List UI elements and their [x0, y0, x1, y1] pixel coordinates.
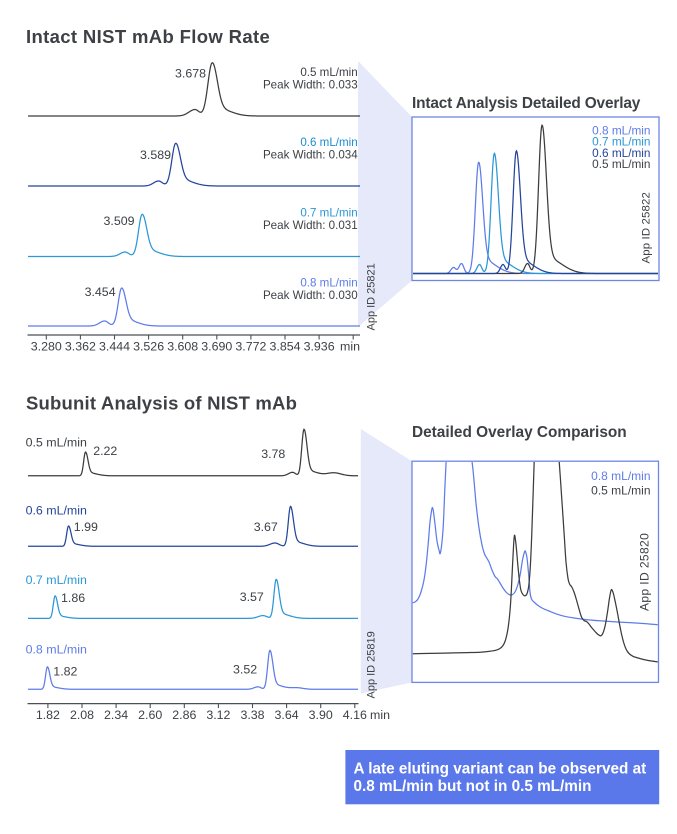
svg-text:3.444: 3.444 [99, 340, 130, 354]
svg-text:3.38: 3.38 [240, 708, 264, 722]
svg-text:1.82: 1.82 [36, 708, 60, 722]
svg-text:0.6 mL/min: 0.6 mL/min [300, 136, 357, 149]
svg-text:3.362: 3.362 [65, 340, 96, 354]
svg-text:3.608: 3.608 [167, 340, 198, 354]
svg-text:3.589: 3.589 [140, 148, 171, 162]
svg-text:3.526: 3.526 [133, 340, 164, 354]
svg-text:1.86: 1.86 [61, 591, 85, 605]
svg-text:Peak Width: 0.034: Peak Width: 0.034 [263, 149, 358, 162]
svg-text:0.7 mL/min: 0.7 mL/min [26, 573, 87, 587]
svg-text:min: min [370, 708, 390, 722]
svg-text:3.12: 3.12 [206, 708, 230, 722]
svg-text:4.16: 4.16 [343, 708, 367, 722]
svg-text:Detailed Overlay Comparison: Detailed Overlay Comparison [412, 424, 627, 441]
svg-text:3.67: 3.67 [254, 520, 278, 534]
svg-text:0.5 mL/min: 0.5 mL/min [592, 157, 650, 171]
svg-text:App ID 25821: App ID 25821 [366, 263, 378, 330]
svg-text:0.5 mL/min: 0.5 mL/min [26, 435, 87, 449]
svg-text:2.60: 2.60 [138, 708, 162, 722]
svg-text:Intact NIST mAb Flow Rate: Intact NIST mAb Flow Rate [26, 26, 270, 47]
svg-text:3.690: 3.690 [201, 340, 232, 354]
svg-text:3.280: 3.280 [31, 340, 62, 354]
svg-text:1.99: 1.99 [74, 520, 98, 534]
svg-text:0.6 mL/min: 0.6 mL/min [26, 504, 87, 518]
svg-text:3.678: 3.678 [175, 66, 206, 80]
svg-text:3.57: 3.57 [240, 590, 264, 604]
svg-text:Peak Width: 0.031: Peak Width: 0.031 [263, 219, 358, 232]
svg-text:0.8 mL/min: 0.8 mL/min [300, 276, 357, 289]
svg-text:A late eluting variant can be: A late eluting variant can be observed a… [354, 761, 647, 778]
svg-text:3.454: 3.454 [85, 285, 116, 299]
svg-text:3.64: 3.64 [275, 708, 299, 722]
svg-text:0.6 mL/min: 0.6 mL/min [592, 146, 650, 160]
svg-text:1.82: 1.82 [53, 664, 77, 678]
svg-text:0.7 mL/min: 0.7 mL/min [592, 135, 650, 149]
svg-text:0.7 mL/min: 0.7 mL/min [300, 207, 357, 220]
svg-text:min: min [340, 340, 360, 354]
svg-text:3.772: 3.772 [235, 340, 266, 354]
svg-text:3.52: 3.52 [233, 662, 257, 676]
svg-text:Intact Analysis Detailed Overl: Intact Analysis Detailed Overlay [412, 95, 641, 112]
svg-text:Peak Width: 0.030: Peak Width: 0.030 [263, 289, 358, 302]
svg-text:2.34: 2.34 [104, 708, 128, 722]
svg-text:App ID 25819: App ID 25819 [366, 631, 378, 698]
svg-text:2.86: 2.86 [172, 708, 196, 722]
svg-text:3.90: 3.90 [309, 708, 333, 722]
svg-text:2.22: 2.22 [93, 444, 117, 458]
svg-text:3.936: 3.936 [304, 340, 335, 354]
svg-text:App ID 25820: App ID 25820 [638, 533, 652, 611]
svg-text:0.5 mL/min: 0.5 mL/min [300, 66, 357, 79]
svg-text:3.854: 3.854 [269, 340, 300, 354]
svg-text:0.8 mL/min: 0.8 mL/min [591, 469, 650, 483]
svg-text:Subunit Analysis of NIST mAb: Subunit Analysis of NIST mAb [26, 393, 297, 414]
svg-text:App ID 25822: App ID 25822 [641, 192, 653, 263]
svg-text:3.509: 3.509 [103, 214, 134, 228]
svg-text:0.8 mL/min but not in 0.5 mL/m: 0.8 mL/min but not in 0.5 mL/min [354, 778, 592, 795]
svg-text:3.78: 3.78 [261, 447, 285, 461]
svg-text:0.8 mL/min: 0.8 mL/min [26, 642, 87, 656]
svg-text:0.5 mL/min: 0.5 mL/min [591, 483, 650, 497]
svg-text:0.8 mL/min: 0.8 mL/min [592, 123, 650, 137]
svg-text:Peak Width: 0.033: Peak Width: 0.033 [263, 78, 358, 91]
svg-text:2.08: 2.08 [70, 708, 94, 722]
